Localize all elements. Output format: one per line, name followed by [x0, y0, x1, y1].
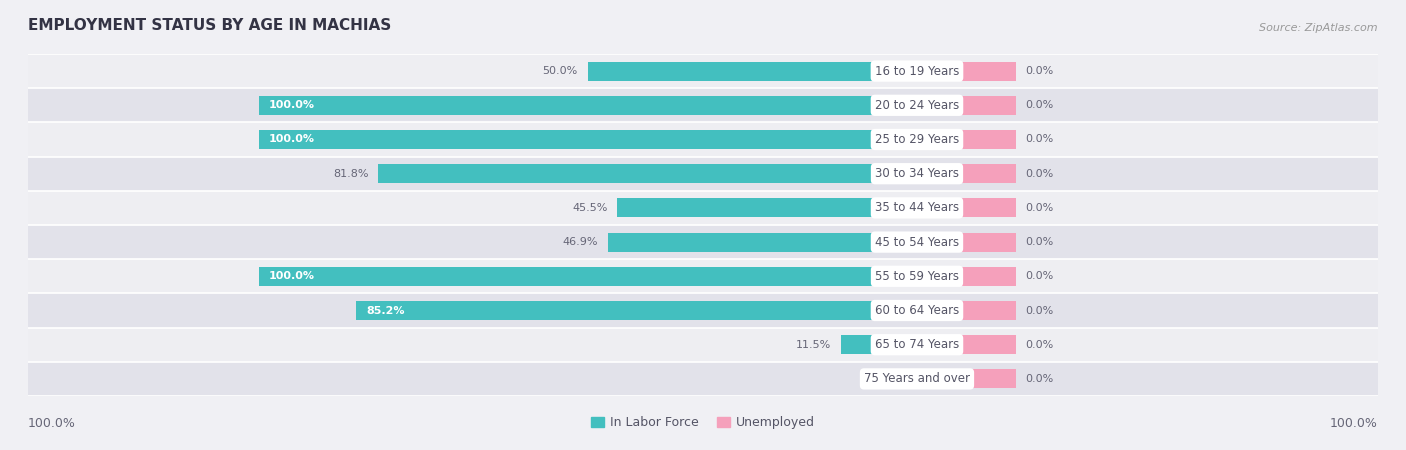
Bar [841, 335, 917, 354]
Bar [917, 62, 1015, 81]
Bar [28, 328, 1378, 362]
Text: 100.0%: 100.0% [28, 417, 76, 429]
Bar [28, 293, 1378, 328]
Text: 0.0%: 0.0% [1025, 66, 1054, 76]
Text: 0.0%: 0.0% [1025, 271, 1054, 281]
Bar [28, 157, 1378, 191]
Bar [259, 96, 917, 115]
Text: 11.5%: 11.5% [796, 340, 831, 350]
Bar [28, 225, 1378, 259]
Text: 16 to 19 Years: 16 to 19 Years [875, 65, 959, 77]
Text: 100.0%: 100.0% [269, 271, 315, 281]
Text: 20 to 24 Years: 20 to 24 Years [875, 99, 959, 112]
Bar [917, 267, 1015, 286]
Text: 100.0%: 100.0% [269, 135, 315, 144]
Text: 0.0%: 0.0% [1025, 203, 1054, 213]
Bar [28, 259, 1378, 293]
Text: 100.0%: 100.0% [1330, 417, 1378, 429]
Bar [617, 198, 917, 217]
Text: 46.9%: 46.9% [562, 237, 599, 247]
Text: 0.0%: 0.0% [1025, 100, 1054, 110]
Bar [378, 164, 917, 183]
Bar [917, 198, 1015, 217]
Text: 55 to 59 Years: 55 to 59 Years [875, 270, 959, 283]
Text: 0.0%: 0.0% [1025, 374, 1054, 384]
Text: EMPLOYMENT STATUS BY AGE IN MACHIAS: EMPLOYMENT STATUS BY AGE IN MACHIAS [28, 18, 391, 33]
Text: 45 to 54 Years: 45 to 54 Years [875, 236, 959, 248]
Bar [917, 335, 1015, 354]
Legend: In Labor Force, Unemployed: In Labor Force, Unemployed [586, 411, 820, 434]
Text: 81.8%: 81.8% [333, 169, 368, 179]
Bar [588, 62, 917, 81]
Bar [917, 301, 1015, 320]
Bar [609, 233, 917, 252]
Text: 0.0%: 0.0% [879, 374, 907, 384]
Bar [28, 88, 1378, 122]
Bar [917, 96, 1015, 115]
Text: 25 to 29 Years: 25 to 29 Years [875, 133, 959, 146]
Text: 60 to 64 Years: 60 to 64 Years [875, 304, 959, 317]
Bar [917, 130, 1015, 149]
Text: 0.0%: 0.0% [1025, 237, 1054, 247]
Text: Source: ZipAtlas.com: Source: ZipAtlas.com [1260, 23, 1378, 33]
Text: 0.0%: 0.0% [1025, 135, 1054, 144]
Text: 35 to 44 Years: 35 to 44 Years [875, 202, 959, 214]
Text: 85.2%: 85.2% [366, 306, 405, 315]
Text: 0.0%: 0.0% [1025, 340, 1054, 350]
Bar [28, 54, 1378, 88]
Bar [917, 233, 1015, 252]
Text: 30 to 34 Years: 30 to 34 Years [875, 167, 959, 180]
Text: 0.0%: 0.0% [1025, 306, 1054, 315]
Text: 75 Years and over: 75 Years and over [863, 373, 970, 385]
Bar [917, 164, 1015, 183]
Bar [259, 267, 917, 286]
Bar [28, 362, 1378, 396]
Text: 50.0%: 50.0% [543, 66, 578, 76]
Bar [28, 191, 1378, 225]
Bar [28, 122, 1378, 157]
Text: 65 to 74 Years: 65 to 74 Years [875, 338, 959, 351]
Bar [356, 301, 917, 320]
Bar [917, 369, 1015, 388]
Text: 0.0%: 0.0% [1025, 169, 1054, 179]
Text: 100.0%: 100.0% [269, 100, 315, 110]
Bar [259, 130, 917, 149]
Text: 45.5%: 45.5% [572, 203, 607, 213]
